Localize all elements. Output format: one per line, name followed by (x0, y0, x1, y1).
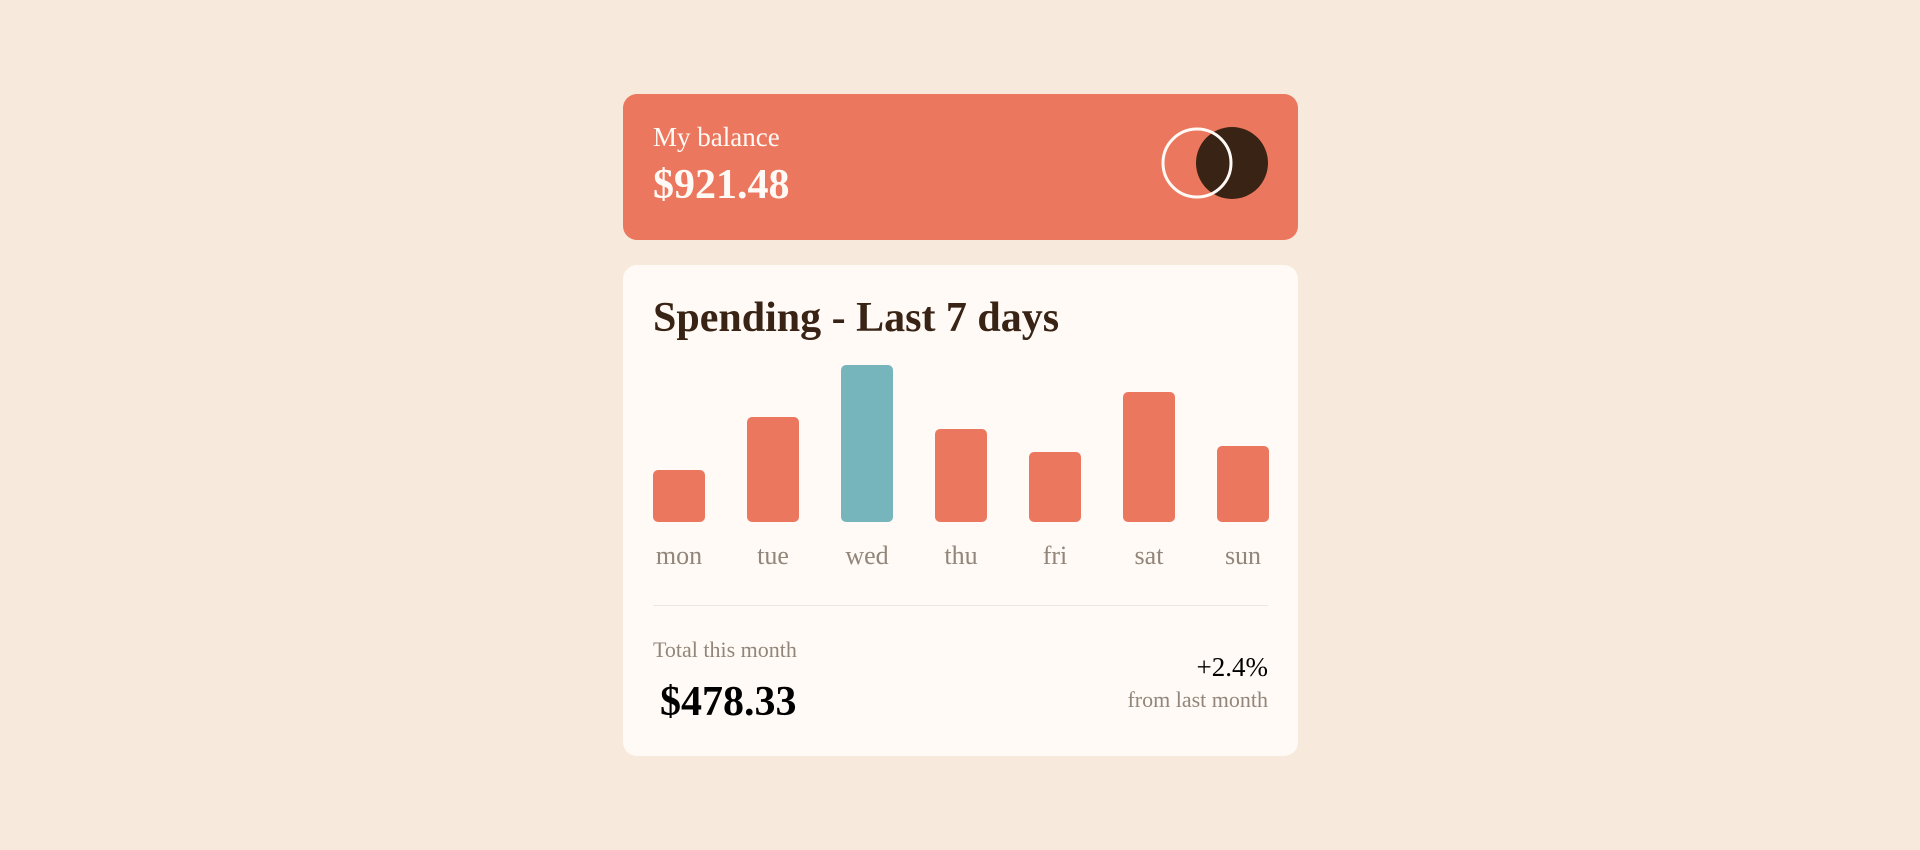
balance-card: My balance $921.48 (623, 94, 1298, 240)
bar-mon[interactable] (653, 470, 705, 522)
balance-amount: $921.48 (653, 162, 790, 208)
day-label-tue: tue (757, 541, 789, 570)
day-label-sat: sat (1134, 541, 1164, 570)
day-label-wed: wed (845, 541, 889, 570)
bar-thu[interactable] (935, 429, 987, 522)
change-label: from last month (1127, 687, 1268, 712)
change-percent: +2.4% (1196, 652, 1268, 682)
bar-tue[interactable] (747, 417, 799, 522)
expenses-widget: My balance $921.48 Spending - Last 7 day… (623, 94, 1298, 756)
balance-label: My balance (653, 122, 780, 152)
bar-sun[interactable] (1217, 446, 1269, 522)
bar-wed[interactable] (841, 365, 893, 522)
day-label-mon: mon (655, 541, 703, 570)
day-label-sun: sun (1224, 541, 1262, 570)
bar-sat[interactable] (1123, 392, 1175, 522)
spending-bar-chart: mon tue wed thu fri sat sun (653, 365, 1269, 575)
total-month-amount: $478.33 (660, 679, 797, 725)
bar-fri[interactable] (1029, 452, 1081, 522)
day-label-thu: thu (944, 541, 978, 570)
spending-title: Spending - Last 7 days (653, 295, 1060, 341)
day-label-fri: fri (1042, 541, 1068, 570)
spending-card: Spending - Last 7 days mon tue wed thu fri sa… (623, 265, 1298, 756)
circles-logo-icon (1161, 127, 1268, 199)
divider (653, 605, 1268, 606)
total-month-label: Total this month (653, 637, 797, 662)
